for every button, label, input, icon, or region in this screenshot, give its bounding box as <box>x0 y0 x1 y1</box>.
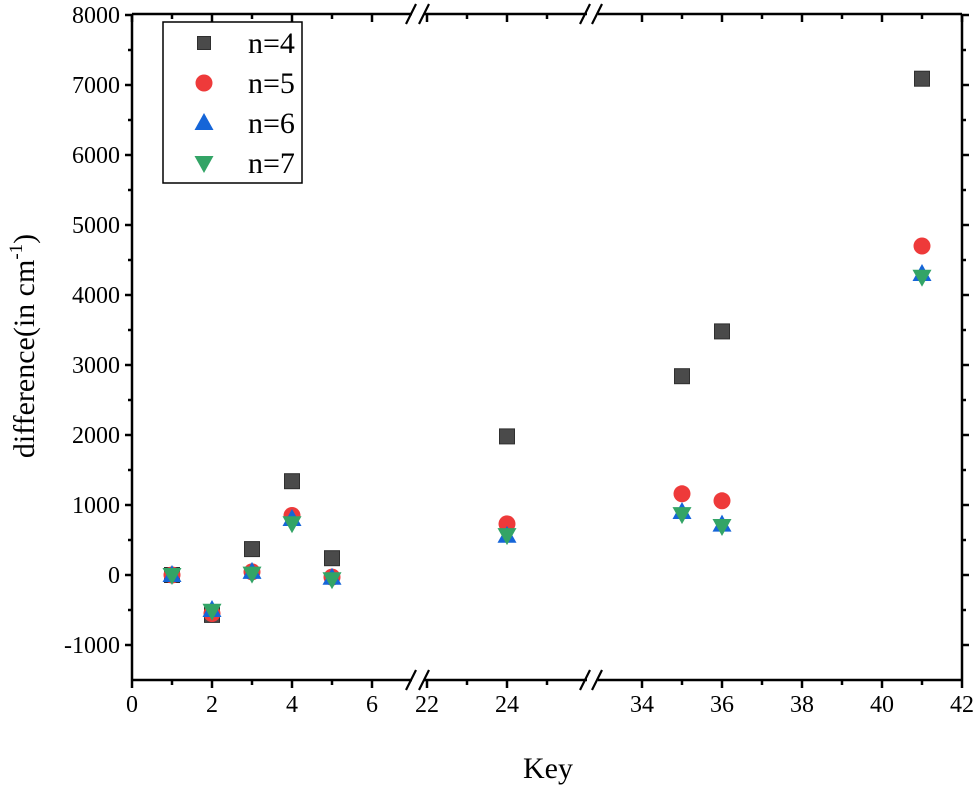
triangle-down-marker <box>282 516 302 534</box>
legend-item: n=6 <box>194 107 295 140</box>
y-tick-label: 0 <box>108 563 120 589</box>
x-tick-label: 42 <box>950 692 974 718</box>
x-tick-label: 0 <box>126 692 138 718</box>
x-tick-label: 4 <box>286 692 298 718</box>
series-n=5 <box>163 237 931 622</box>
y-tick-label: -1000 <box>64 633 120 659</box>
triangle-down-marker <box>672 507 692 525</box>
triangle-down-marker <box>322 572 342 590</box>
square-marker <box>197 36 211 50</box>
square-marker <box>914 70 930 87</box>
circle-marker <box>195 74 213 92</box>
square-marker <box>714 323 730 340</box>
x-tick-label: 38 <box>790 692 814 718</box>
legend-item: n=7 <box>194 147 295 180</box>
circle-marker <box>913 237 931 255</box>
legend-box <box>162 21 303 184</box>
square-marker <box>674 368 690 385</box>
y-tick-label: 8000 <box>72 3 120 29</box>
circle-marker <box>713 492 731 510</box>
y-tick-label: 6000 <box>72 143 120 169</box>
legend-label: n=7 <box>248 147 295 180</box>
triangle-down-marker <box>712 519 732 536</box>
x-tick-label: 36 <box>710 692 734 718</box>
x-axis-title: Key <box>523 752 573 785</box>
data-points <box>162 70 932 623</box>
square-marker <box>244 541 260 558</box>
legend-label: n=6 <box>248 107 295 140</box>
triangle-down-marker <box>497 528 517 546</box>
square-marker <box>324 550 340 567</box>
y-axis-title: difference(in cm-1) <box>6 234 41 458</box>
y-tick-label: 1000 <box>72 493 120 519</box>
series-n=6 <box>162 264 932 617</box>
plot-frame <box>130 12 964 682</box>
x-tick-label: 24 <box>495 692 519 718</box>
y-tick-label: 5000 <box>72 213 120 239</box>
triangle-down-marker <box>912 269 932 287</box>
x-tick-label: 22 <box>415 692 439 718</box>
triangle-down-marker <box>162 568 182 585</box>
series-n=7 <box>162 269 932 621</box>
legend-item: n=4 <box>197 27 295 60</box>
x-tick-label: 40 <box>870 692 894 718</box>
circle-marker <box>673 485 691 503</box>
y-tick-label: 7000 <box>72 73 120 99</box>
x-axis: 0 2 4 6 22 24 34 36 38 40 42 <box>126 14 974 718</box>
x-tick-label: 2 <box>206 692 218 718</box>
legend-item: n=5 <box>195 67 295 100</box>
triangle-down-marker <box>194 156 214 173</box>
x-tick-label: 6 <box>366 692 378 718</box>
legend: n=4 n=5 n=6 n=7 <box>162 21 303 184</box>
legend-label: n=5 <box>248 67 295 100</box>
x-tick-label: 34 <box>630 692 654 718</box>
y-tick-label: 4000 <box>72 283 120 309</box>
square-marker <box>284 473 300 490</box>
y-axis: -1000 0 1000 2000 3000 4000 5000 6000 7000 8000 <box>64 3 969 659</box>
square-marker <box>499 428 515 445</box>
triangle-down-marker <box>242 566 262 584</box>
y-tick-label: 3000 <box>72 353 120 379</box>
legend-label: n=4 <box>248 27 295 60</box>
triangle-up-marker <box>194 113 214 130</box>
y-tick-label: 2000 <box>72 423 120 449</box>
axis-break-marks <box>405 3 603 691</box>
triangle-down-marker <box>202 603 222 621</box>
